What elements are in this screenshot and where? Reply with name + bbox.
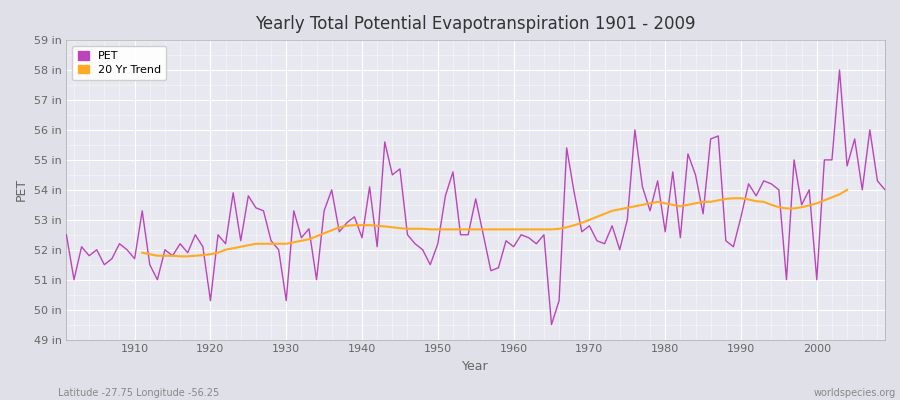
X-axis label: Year: Year bbox=[463, 360, 489, 373]
Legend: PET, 20 Yr Trend: PET, 20 Yr Trend bbox=[72, 46, 166, 80]
Text: worldspecies.org: worldspecies.org bbox=[814, 388, 896, 398]
Y-axis label: PET: PET bbox=[15, 178, 28, 202]
Title: Yearly Total Potential Evapotranspiration 1901 - 2009: Yearly Total Potential Evapotranspiratio… bbox=[256, 15, 696, 33]
Text: Latitude -27.75 Longitude -56.25: Latitude -27.75 Longitude -56.25 bbox=[58, 388, 220, 398]
